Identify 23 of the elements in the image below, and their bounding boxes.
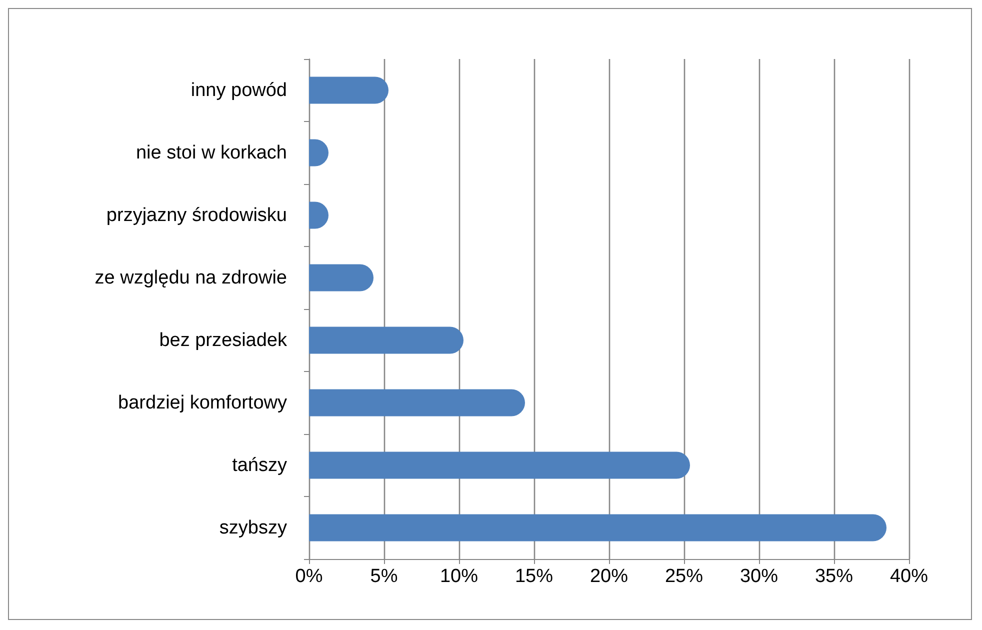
x-tick-label: 10% [440, 566, 478, 587]
y-tick-label: nie stoi w korkach [136, 142, 287, 164]
y-tick-label: bez przesiadek [159, 330, 288, 351]
x-tick-label: 30% [740, 566, 778, 587]
x-tick-label: 20% [590, 566, 628, 587]
bar [309, 326, 464, 354]
bar [309, 452, 690, 479]
bar [309, 389, 525, 416]
y-tick-label: ze względu na zdrowie [94, 267, 287, 288]
x-tick-label: 0% [295, 566, 323, 587]
x-tick-label: 35% [814, 566, 854, 587]
x-tick-label: 5% [370, 566, 398, 587]
x-tick-label: 15% [514, 566, 554, 587]
bar [309, 514, 886, 542]
x-tick-label: 40% [890, 566, 928, 587]
y-tick-label: inny powód [190, 80, 287, 101]
x-tick-label: 25% [664, 566, 704, 587]
y-tick-label: tańszy [232, 454, 288, 476]
bar [309, 264, 374, 292]
y-tick-label: przyjazny środowisku [106, 204, 287, 226]
y-tick-label: szybszy [219, 517, 288, 538]
y-tick-label: bardziej komfortowy [118, 392, 288, 414]
bar [309, 76, 388, 104]
